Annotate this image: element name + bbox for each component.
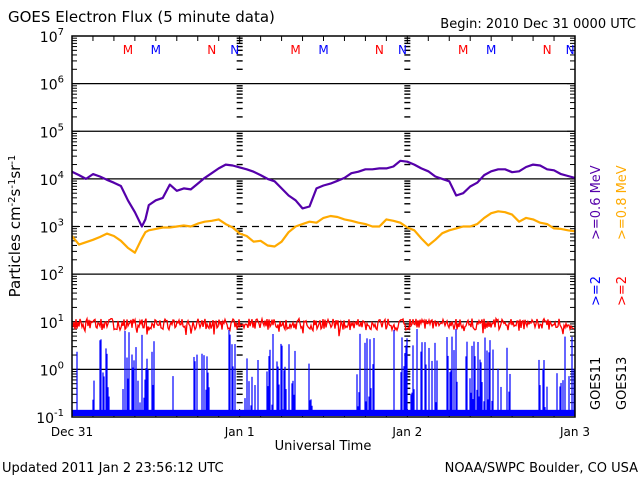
legend-goes13: GOES13	[615, 357, 630, 410]
event-marker: N	[398, 43, 407, 57]
credit-label: NOAA/SWPC Boulder, CO USA	[445, 461, 638, 476]
y-tick-label: 101	[40, 313, 64, 332]
x-tick-label: Jan 1	[224, 425, 255, 439]
x-axis-label: Universal Time	[275, 439, 372, 454]
y-tick-label: 102	[40, 265, 64, 284]
x-tick-label: Dec 31	[51, 425, 93, 439]
legend-goes11-low: >=2	[589, 276, 604, 306]
y-tick-label: 107	[40, 27, 64, 46]
y-tick-label: 104	[40, 170, 64, 189]
y-tick-label: 100	[40, 360, 64, 379]
series-spikes	[72, 328, 575, 416]
legend: GOES11 >=2 >=0.6 MeV GOES13 >=2 >=0.8 Me…	[589, 165, 630, 410]
updated-timestamp: Updated 2011 Jan 2 23:56:12 UTC	[2, 461, 224, 476]
event-marker: N	[566, 43, 575, 57]
legend-goes13-low: >=2	[615, 276, 630, 306]
y-axis-label-text: Particles cm-2s-1sr-1	[6, 155, 24, 298]
y-axis-label: Particles cm-2s-1sr-1	[6, 155, 24, 298]
y-tick-label: 103	[40, 218, 64, 237]
series-line-1	[71, 210, 576, 254]
event-marker: M	[290, 43, 300, 57]
x-tick-label: Jan 3	[559, 425, 590, 439]
series-noise-line	[72, 316, 575, 337]
y-tick-label: 10-1	[36, 408, 64, 427]
event-marker: M	[318, 43, 328, 57]
y-tick-label: 106	[40, 75, 64, 94]
event-marker: N	[207, 43, 216, 57]
event-marker: M	[458, 43, 468, 57]
event-marker: N	[375, 43, 384, 57]
series-line-0	[71, 159, 576, 228]
legend-goes13-high: >=0.8 MeV	[615, 165, 630, 240]
chart-title: GOES Electron Flux (5 minute data)	[8, 8, 275, 26]
x-tick-labels: Dec 31 Jan 1 Jan 2 Jan 3	[51, 425, 590, 439]
y-tick-labels: 107 106 105 104 103 102 101 100 10-1	[36, 27, 64, 427]
x-tick-label: Jan 2	[391, 425, 422, 439]
legend-goes11: GOES11	[589, 357, 604, 410]
event-marker: N	[230, 43, 239, 57]
event-marker: M	[151, 43, 161, 57]
y-tick-label: 105	[40, 122, 64, 141]
data-series	[71, 159, 576, 416]
legend-goes11-high: >=0.6 MeV	[589, 165, 604, 240]
begin-label: Begin: 2010 Dec 31 0000 UTC	[440, 17, 636, 32]
event-marker: N	[543, 43, 552, 57]
event-marker: M	[123, 43, 133, 57]
event-marker: M	[486, 43, 496, 57]
plot-frame	[71, 35, 576, 418]
